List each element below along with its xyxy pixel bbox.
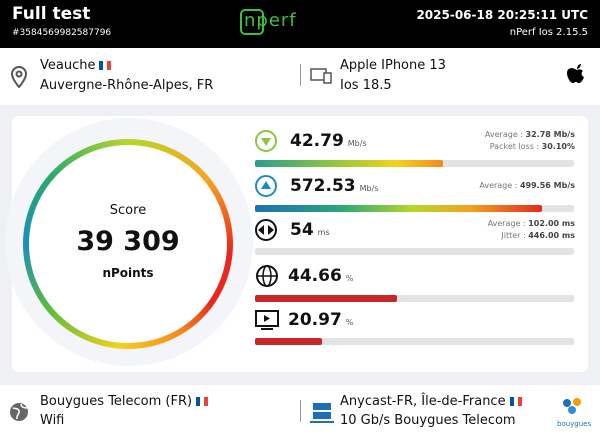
- datetime: 2025-06-18 20:25:11 UTC: [416, 8, 588, 22]
- average-label: Average :: [479, 181, 518, 190]
- latency: 54 ms: [290, 220, 330, 240]
- download-value: 42.79: [290, 131, 344, 151]
- latency-unit: ms: [317, 228, 330, 237]
- logo-box: [240, 9, 264, 35]
- average-label: Average :: [487, 219, 526, 228]
- average-value: 499.56 Mb/s: [519, 181, 575, 190]
- test-id: #3584569982587796: [12, 28, 112, 38]
- apple-logo: [567, 64, 584, 83]
- video-value: 20.97: [288, 310, 342, 330]
- upload-bar: [255, 205, 543, 212]
- packet-loss: Packet loss : 30.10%: [490, 142, 575, 151]
- divider: [300, 64, 301, 86]
- score-label: Score: [109, 203, 147, 218]
- latency-icon: [255, 219, 277, 241]
- score-inner: [29, 145, 227, 343]
- operator-logo: [563, 398, 581, 414]
- operator-logo-text: bouygues: [557, 420, 592, 428]
- jitter-value: 446.00 ms: [528, 231, 575, 240]
- flag: [99, 61, 112, 70]
- globe-icon: [10, 403, 28, 421]
- provider-name: Bouygues Telecom (FR): [40, 394, 193, 409]
- upload-value: 572.53: [290, 176, 356, 196]
- header: Full test #3584569982587796 nperf 2025-0…: [0, 0, 600, 48]
- web-icon: [256, 265, 278, 287]
- video-bar: [255, 338, 322, 345]
- jitter-label: Jitter :: [501, 231, 526, 240]
- score-value: 39 309: [76, 226, 180, 257]
- divider: [300, 400, 301, 422]
- upload-track: [255, 205, 574, 212]
- upload-icon: [255, 175, 277, 197]
- server-bandwidth: 10 Gb/s Bouygues Telecom: [340, 413, 516, 428]
- web-value: 44.66: [288, 266, 342, 286]
- region: Auvergne-Rhône-Alpes, FR: [40, 78, 214, 93]
- city: Veauche: [40, 58, 96, 73]
- score-unit: nPoints: [102, 266, 154, 280]
- pin-icon: [10, 66, 28, 88]
- connection: Wifi: [40, 413, 65, 428]
- upload-average: Average : 499.56 Mb/s: [479, 181, 575, 190]
- latency-value: 54: [290, 220, 314, 240]
- title: Full test: [12, 4, 91, 24]
- logo: nperf: [244, 10, 297, 31]
- download-icon: [255, 130, 277, 152]
- packet-loss-value: 30.10%: [541, 142, 575, 151]
- download-bar: [255, 160, 444, 167]
- app-version: nPerf Ios 2.15.5: [509, 27, 588, 38]
- upload: 572.53 Mb/s: [290, 176, 378, 196]
- latency-average: Average : 102.00 ms: [488, 219, 575, 228]
- flag: [509, 397, 522, 406]
- video-track: [255, 338, 574, 345]
- download-average: Average : 32.78 Mb/s: [485, 130, 575, 139]
- server-icon: [310, 403, 334, 423]
- video-icon: [255, 310, 279, 330]
- video: 20.97%: [288, 310, 353, 330]
- web-unit: %: [345, 274, 354, 283]
- latency-track: [255, 248, 574, 255]
- location-line: Veauche: [40, 58, 112, 73]
- download-track: [255, 160, 574, 167]
- device-model: Apple IPhone 13: [340, 58, 446, 73]
- packet-loss-label: Packet loss :: [489, 142, 540, 151]
- upload-unit: Mb/s: [359, 184, 379, 193]
- average-value: 102.00 ms: [528, 219, 575, 228]
- jitter: Jitter : 446.00 ms: [501, 231, 575, 240]
- average-label: Average :: [484, 130, 523, 139]
- server-name: Anycast-FR, Île-de-France: [340, 394, 506, 409]
- server-line: Anycast-FR, Île-de-France: [340, 394, 522, 409]
- average-value: 32.78 Mb/s: [525, 130, 575, 139]
- video-unit: %: [345, 318, 354, 327]
- provider-line: Bouygues Telecom (FR): [40, 394, 209, 409]
- device-icon: [310, 68, 332, 84]
- web-track: [255, 295, 574, 302]
- web: 44.66%: [288, 266, 353, 286]
- flag: [196, 397, 209, 406]
- download: 42.79 Mb/s: [290, 131, 367, 151]
- web-bar: [255, 295, 398, 302]
- device-os: Ios 18.5: [340, 78, 392, 93]
- download-unit: Mb/s: [347, 139, 367, 148]
